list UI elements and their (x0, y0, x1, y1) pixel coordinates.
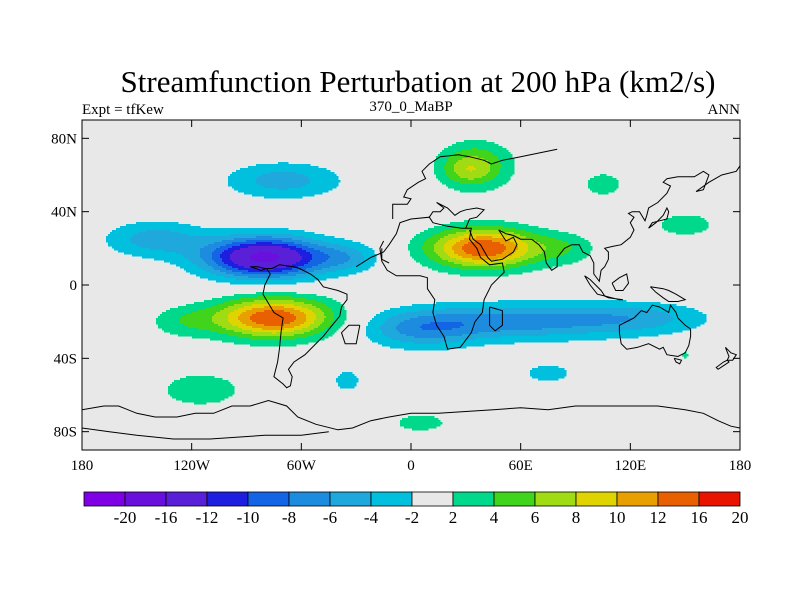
colorbar-box (698, 491, 741, 507)
colorbar-box (534, 491, 577, 507)
colorbar-box (329, 491, 372, 507)
coastline (611, 273, 630, 291)
colorbar-box (124, 491, 167, 507)
coastline (724, 346, 738, 361)
colorbar-box (452, 491, 495, 507)
colorbar-box (657, 491, 700, 507)
colorbar-box (288, 491, 331, 507)
y-tick-label: 80N (51, 131, 77, 147)
coastline (82, 427, 329, 440)
coastline (82, 399, 740, 431)
y-tick-label: 40N (51, 205, 77, 221)
colorbar-label: -4 (364, 508, 379, 527)
x-tick-label: 120E (614, 458, 646, 474)
colorbar-label: -8 (282, 508, 296, 527)
colorbar-box (165, 491, 208, 507)
coastline (355, 216, 505, 350)
y-tick-label: 80S (54, 425, 77, 441)
left-string: Expt = tfKew (82, 102, 164, 118)
coastline (618, 304, 692, 358)
colorbar-label: 10 (609, 508, 626, 527)
coastlines (82, 148, 740, 440)
colorbar-box (493, 491, 536, 507)
x-tick-label: 180 (71, 458, 94, 474)
coastline (250, 264, 348, 389)
colorbar-label: 6 (531, 508, 540, 527)
coastline (498, 165, 740, 283)
colorbar-label: 16 (691, 508, 708, 527)
x-tick-label: 60E (509, 458, 533, 474)
chart-title: Streamfunction Perturbation at 200 hPa (… (121, 64, 716, 99)
colorbar-label: -6 (323, 508, 337, 527)
coastline (673, 357, 683, 365)
coastline (469, 229, 518, 262)
colorbar-box (575, 491, 618, 507)
colorbar-label: 8 (572, 508, 581, 527)
colorbar-label: -12 (196, 508, 219, 527)
colorbar-box (370, 491, 413, 507)
colorbar-legend: -20 -16 -12 -10 -8 -6 -4 -2 2 4 6 8 10 12 16 20 (83, 491, 749, 527)
y-tick-label: 40S (54, 351, 77, 367)
coastline (604, 295, 624, 301)
coastline (381, 248, 390, 264)
x-tick-label: 120W (173, 458, 211, 474)
x-tick-label: 180 (729, 458, 752, 474)
colorbar-label: -2 (405, 508, 419, 527)
colorbar-label: 4 (490, 508, 499, 527)
colorbar-label: -20 (114, 508, 137, 527)
coastline (428, 202, 486, 229)
map-panel (81, 119, 741, 451)
coastline (715, 359, 730, 370)
colorbar-label: 20 (732, 508, 749, 527)
colorbar-box (411, 491, 454, 507)
right-string: ANN (708, 102, 741, 118)
coastline (392, 148, 558, 219)
x-tick-label: 0 (407, 458, 415, 474)
center-string: 370_0_MaBP (369, 99, 452, 115)
colorbar-label: -10 (237, 508, 260, 527)
coastline (650, 286, 687, 302)
coastline (340, 324, 361, 345)
colorbar-label: 12 (650, 508, 667, 527)
colorbar-label: 2 (449, 508, 458, 527)
colorbar-box (83, 491, 126, 507)
colorbar-label: -16 (155, 508, 178, 527)
y-tick-label: 0 (70, 278, 78, 294)
coastline (489, 306, 503, 332)
axis-ticks: 180 120W 60W 0 60E 120E 180 80N 40N 0 40S 80S (51, 120, 751, 474)
colorbar-box (247, 491, 290, 507)
coastline (648, 206, 670, 229)
colorbar-box (616, 491, 659, 507)
colorbar-box (206, 491, 249, 507)
x-tick-label: 60W (287, 458, 317, 474)
